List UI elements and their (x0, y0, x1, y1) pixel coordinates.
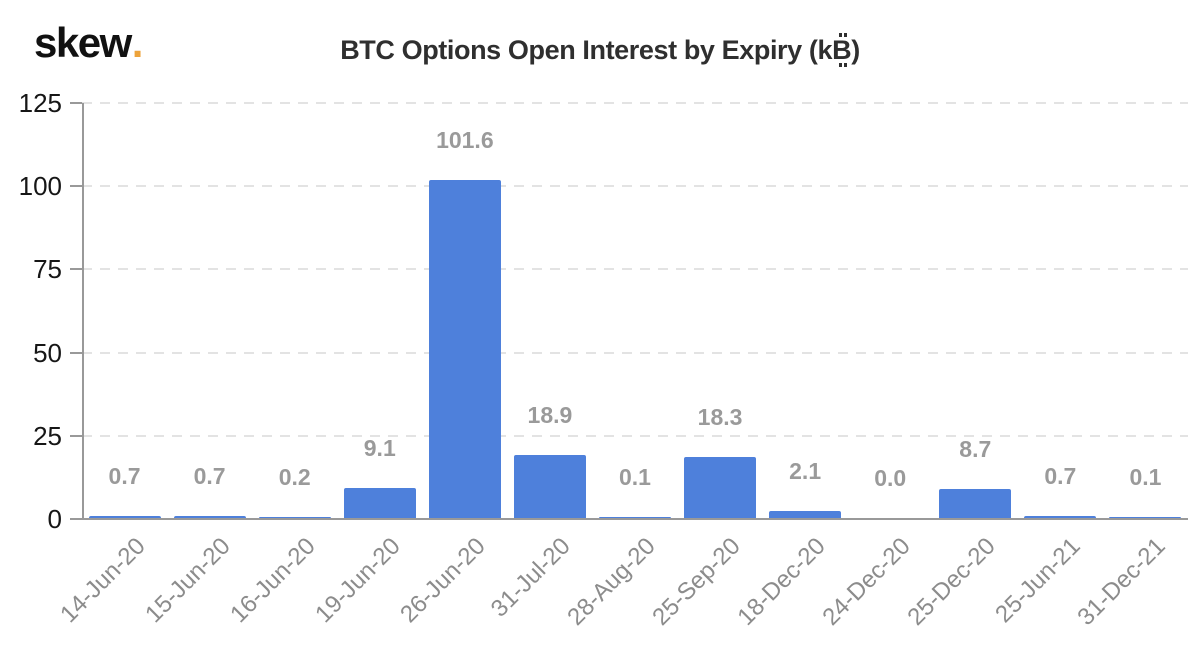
x-axis-line (70, 518, 1188, 520)
bar[interactable] (684, 457, 757, 518)
y-tick-mark (70, 268, 82, 271)
bar-value-label: 0.7 (193, 462, 226, 489)
y-tick-mark (70, 185, 82, 188)
skew-logo-dot: . (131, 19, 144, 66)
bar-value-label: 2.1 (789, 458, 822, 484)
bar[interactable] (258, 516, 331, 518)
bar-value-label: 0.7 (108, 462, 141, 489)
y-gridline (82, 351, 1188, 354)
y-tick-label: 50 (33, 337, 62, 368)
bar[interactable] (343, 487, 416, 518)
bitcoin-symbol-icon: B (832, 33, 852, 67)
bar[interactable] (513, 455, 586, 518)
skew-logo-text: skew (34, 19, 132, 66)
bar-value-label: 0.2 (278, 463, 311, 490)
y-tick-mark (70, 102, 82, 104)
bar-value-label: 8.7 (959, 436, 992, 463)
y-tick-mark (70, 351, 82, 354)
y-tick-label: 25 (33, 420, 62, 451)
chart-title-prefix: BTC Options Open Interest by Expiry (k (340, 35, 833, 65)
y-gridline (82, 102, 1188, 104)
bar[interactable] (769, 511, 842, 518)
bar-value-label: 0.0 (874, 465, 907, 491)
y-gridline (82, 268, 1188, 271)
bar-value-label: 0.7 (1044, 462, 1077, 489)
y-tick-label: 0 (47, 504, 62, 534)
bar[interactable] (88, 515, 161, 518)
chart-title-suffix: ) (851, 35, 860, 65)
bar-value-label: 18.9 (527, 402, 573, 429)
y-gridline (82, 434, 1188, 437)
bar-value-label: 9.1 (363, 434, 396, 461)
bar-value-label: 0.1 (619, 463, 651, 490)
bar[interactable] (1024, 515, 1097, 518)
bar-value-label: 18.3 (697, 404, 743, 431)
y-tick-label: 125 (18, 88, 62, 118)
bar[interactable] (1109, 516, 1182, 518)
bar[interactable] (599, 516, 671, 518)
chart-title: BTC Options Open Interest by Expiry (kB) (0, 33, 1200, 67)
bar-value-label: 101.6 (436, 126, 494, 153)
x-tick-label: 31-Dec-21 (1072, 532, 1172, 631)
y-tick-mark (70, 434, 82, 437)
y-axis-line (82, 103, 84, 519)
y-tick-label: 75 (33, 254, 62, 285)
y-tick-label: 100 (18, 171, 62, 202)
skew-logo: skew. (34, 19, 144, 66)
y-gridline (82, 185, 1188, 188)
bar-value-label: 0.1 (1129, 463, 1162, 490)
bar[interactable] (173, 515, 246, 518)
bar[interactable] (428, 179, 501, 518)
bar[interactable] (939, 489, 1012, 518)
